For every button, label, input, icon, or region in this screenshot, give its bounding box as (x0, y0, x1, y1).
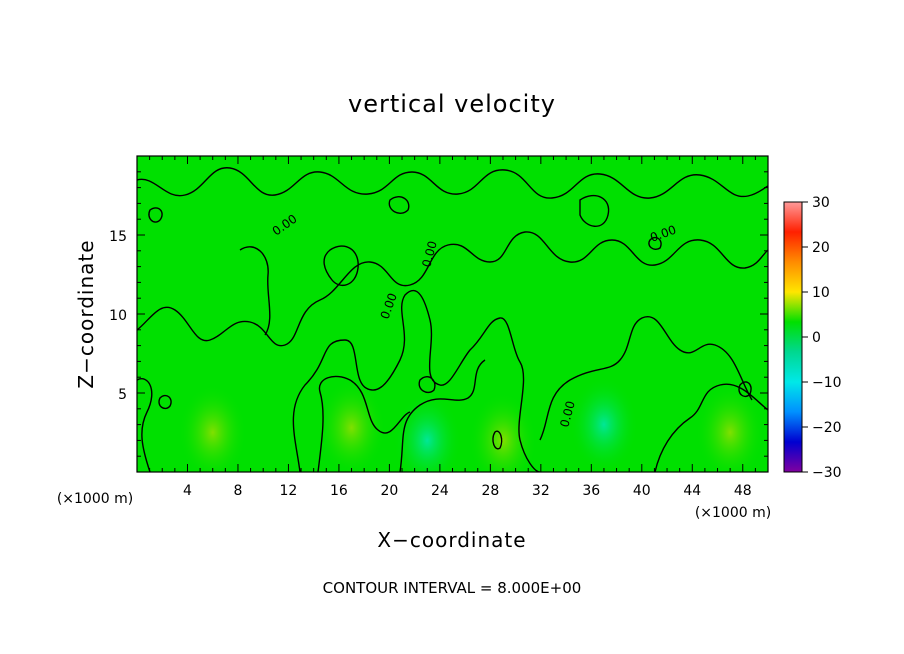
x-tick-label: 12 (280, 483, 298, 499)
x-tick-label: 8 (233, 483, 242, 499)
y-tick-label: 5 (118, 387, 127, 403)
contour-interval-note: CONTOUR INTERVAL = 8.000E+00 (323, 579, 582, 597)
x-tick-label: 40 (633, 483, 651, 499)
x-unit-left: (×1000 m) (57, 491, 133, 507)
contour-line (539, 315, 753, 441)
contour-label: 0.00 (419, 239, 439, 268)
colorbar-tick-label: 20 (812, 240, 830, 256)
field-region (393, 392, 462, 472)
contour-line (239, 246, 271, 336)
y-tick-label: 10 (109, 308, 127, 324)
x-tick-label: 28 (481, 483, 499, 499)
contour-lines (137, 167, 768, 472)
x-unit-right: (×1000 m) (695, 505, 771, 521)
x-tick-label: 48 (734, 483, 752, 499)
x-tick-label: 24 (431, 483, 449, 499)
x-tick-label: 44 (683, 483, 701, 499)
y-tick-label: 15 (109, 229, 127, 245)
x-axis: 4 8 12 16 20 24 28 32 36 40 44 48 (149, 156, 756, 499)
x-tick-label: 20 (380, 483, 398, 499)
contour-line (137, 378, 153, 472)
contour-line (292, 289, 541, 472)
contour-line (738, 381, 752, 398)
colorbar-tick-label: 30 (812, 195, 830, 211)
colorbar-tick-label: 10 (812, 285, 830, 301)
contour-line (399, 359, 486, 472)
contour-line (654, 383, 768, 472)
x-tick-label: 16 (330, 483, 348, 499)
x-axis-title: X−coordinate (377, 528, 526, 552)
colorbar-tick-label: −10 (812, 375, 842, 391)
contour-line (137, 167, 768, 199)
contour-line (317, 375, 411, 472)
colorbar-tick-label: −30 (812, 465, 842, 481)
x-tick-label: 32 (532, 483, 550, 499)
contour-line (492, 430, 503, 450)
plot-area: 0.00 0.00 0.00 0.00 0.00 4 8 12 16 20 24 28 32 3… (109, 155, 769, 499)
contour-line (418, 376, 436, 394)
contour-line (648, 236, 662, 250)
colorbar-tick-label: 0 (812, 330, 821, 346)
contour-line (148, 207, 163, 223)
field-region (696, 384, 765, 472)
contour-line (323, 245, 359, 287)
x-tick-label: 36 (582, 483, 600, 499)
chart-title: vertical velocity (348, 90, 556, 118)
colorbar-gradient (783, 201, 803, 473)
y-axis: 5 10 15 (109, 171, 768, 457)
y-axis-title: Z−coordinate (74, 239, 98, 388)
field-region (317, 379, 386, 472)
contour-line (579, 195, 610, 227)
field-region (569, 376, 638, 472)
x-tick-label: 4 (183, 483, 192, 499)
colorbar: 30 20 10 0 −10 −20 −30 (783, 195, 842, 481)
colorbar-tick-label: −20 (812, 420, 842, 436)
contour-label: 0.00 (557, 399, 577, 428)
contour-line (158, 394, 172, 410)
contour-line (137, 231, 768, 347)
field-region (178, 384, 247, 472)
field-region (468, 392, 537, 472)
contour-line (388, 196, 410, 214)
